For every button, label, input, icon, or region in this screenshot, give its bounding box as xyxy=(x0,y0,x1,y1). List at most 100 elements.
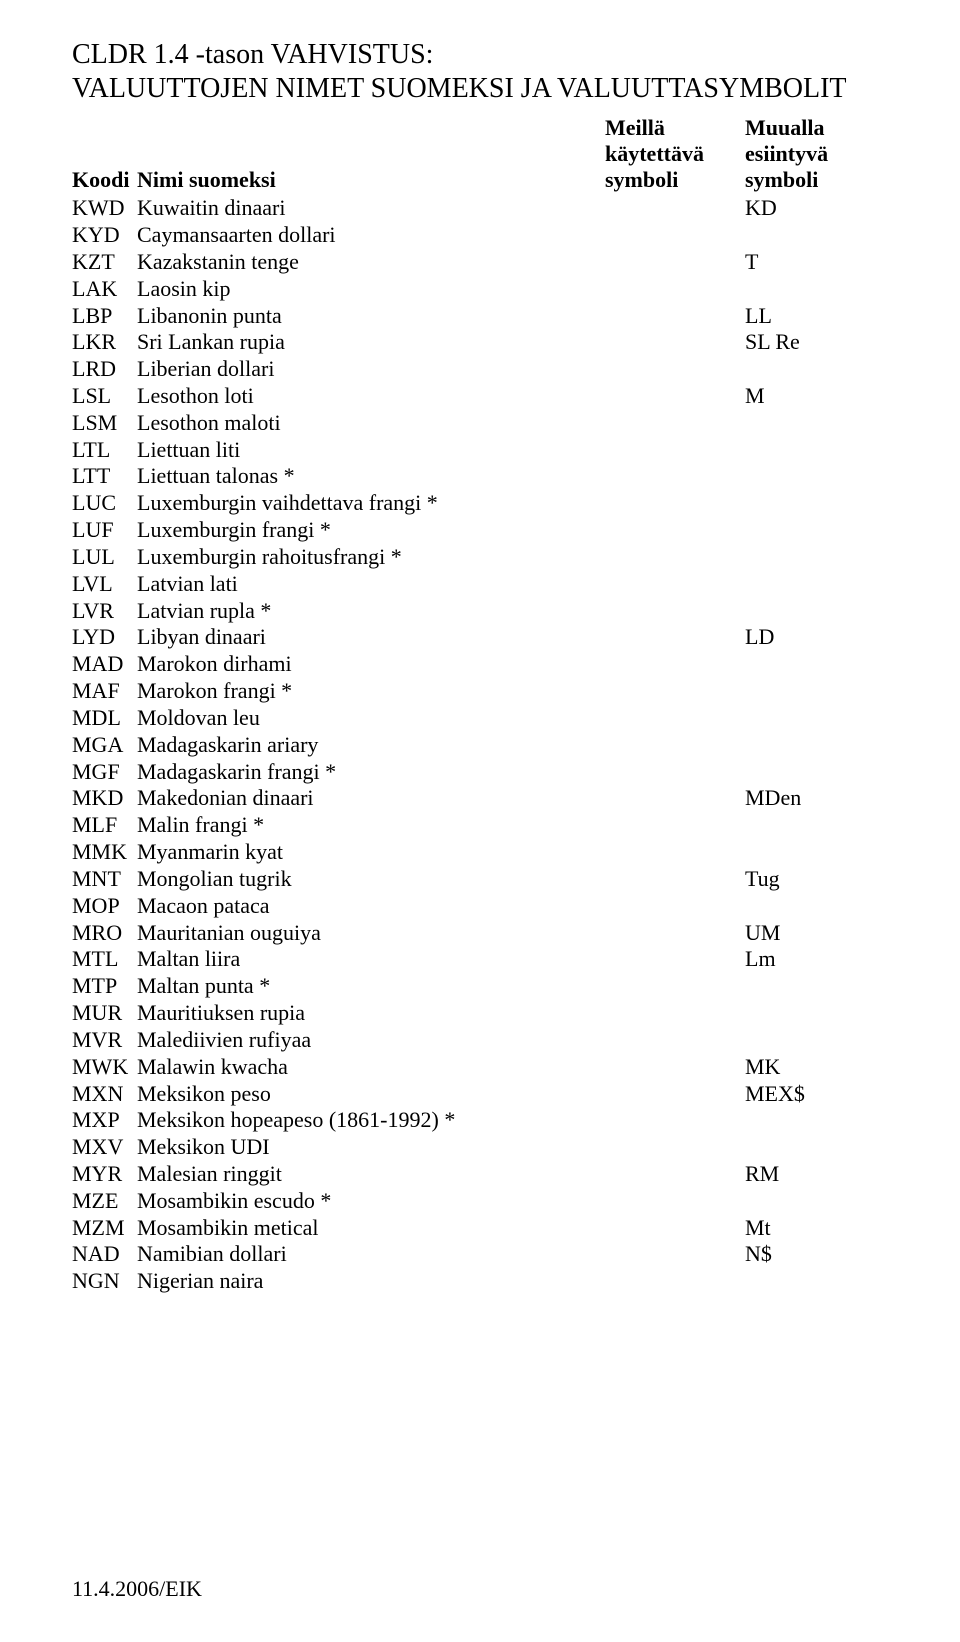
cell-code: KZT xyxy=(72,249,137,276)
row-code-name-group: NADNamibian dollari xyxy=(72,1241,605,1268)
cell-code: MRO xyxy=(72,920,137,947)
cell-code: NGN xyxy=(72,1268,137,1295)
row-code-name-group: MROMauritanian ouguiya xyxy=(72,920,605,947)
row-code-name-group: MADMarokon dirhami xyxy=(72,651,605,678)
cell-name: Malediivien rufiyaa xyxy=(137,1027,605,1054)
cell-sym1 xyxy=(605,222,745,249)
cell-name: Liettuan liti xyxy=(137,437,605,464)
table-row: LULLuxemburgin rahoitusfrangi * xyxy=(72,544,888,571)
cell-sym2: N$ xyxy=(745,1241,885,1268)
row-code-name-group: MZEMosambikin escudo * xyxy=(72,1188,605,1215)
cell-sym1 xyxy=(605,893,745,920)
cell-code: LYD xyxy=(72,624,137,651)
cell-code: MXN xyxy=(72,1081,137,1108)
cell-code: MXV xyxy=(72,1134,137,1161)
cell-sym1 xyxy=(605,732,745,759)
table-row: MROMauritanian ouguiyaUM xyxy=(72,920,888,947)
row-code-name-group: KWDKuwaitin dinaari xyxy=(72,195,605,222)
cell-sym2 xyxy=(745,1188,885,1215)
cell-code: LUF xyxy=(72,517,137,544)
cell-sym2 xyxy=(745,839,885,866)
cell-sym1 xyxy=(605,356,745,383)
cell-code: MZM xyxy=(72,1215,137,1242)
table-row: LTLLiettuan liti xyxy=(72,437,888,464)
cell-name: Maltan punta * xyxy=(137,973,605,1000)
cell-sym1 xyxy=(605,651,745,678)
cell-sym2 xyxy=(745,812,885,839)
row-code-name-group: LUFLuxemburgin frangi * xyxy=(72,517,605,544)
row-code-name-group: LTTLiettuan talonas * xyxy=(72,463,605,490)
cell-name: Mauritiuksen rupia xyxy=(137,1000,605,1027)
row-code-name-group: LULLuxemburgin rahoitusfrangi * xyxy=(72,544,605,571)
header-sym2-cell: Muualla esiintyvä symboli xyxy=(745,115,885,193)
row-code-name-group: MWKMalawin kwacha xyxy=(72,1054,605,1081)
cell-code: MVR xyxy=(72,1027,137,1054)
row-code-name-group: MYRMalesian ringgit xyxy=(72,1161,605,1188)
cell-sym1 xyxy=(605,544,745,571)
cell-code: LTT xyxy=(72,463,137,490)
row-code-name-group: LTLLiettuan liti xyxy=(72,437,605,464)
row-code-name-group: MKDMakedonian dinaari xyxy=(72,785,605,812)
table-row: MYRMalesian ringgitRM xyxy=(72,1161,888,1188)
cell-sym1 xyxy=(605,1134,745,1161)
header-sym2-line1: Muualla xyxy=(745,115,885,141)
cell-name: Maltan liira xyxy=(137,946,605,973)
cell-name: Makedonian dinaari xyxy=(137,785,605,812)
row-code-name-group: LYDLibyan dinaari xyxy=(72,624,605,651)
cell-name: Meksikon hopeapeso (1861-1992) * xyxy=(137,1107,605,1134)
cell-code: LAK xyxy=(72,276,137,303)
cell-sym1 xyxy=(605,624,745,651)
table-row: LKRSri Lankan rupiaSL Re xyxy=(72,329,888,356)
row-code-name-group: MTLMaltan liira xyxy=(72,946,605,973)
cell-code: MUR xyxy=(72,1000,137,1027)
cell-sym1 xyxy=(605,463,745,490)
row-code-name-group: MXPMeksikon hopeapeso (1861-1992) * xyxy=(72,1107,605,1134)
row-code-name-group: LAKLaosin kip xyxy=(72,276,605,303)
cell-name: Malin frangi * xyxy=(137,812,605,839)
cell-name: Liberian dollari xyxy=(137,356,605,383)
cell-code: LVR xyxy=(72,598,137,625)
document-page: CLDR 1.4 -tason VAHVISTUS: VALUUTTOJEN N… xyxy=(0,0,960,1642)
cell-name: Sri Lankan rupia xyxy=(137,329,605,356)
row-code-name-group: MMKMyanmarin kyat xyxy=(72,839,605,866)
cell-sym2 xyxy=(745,598,885,625)
cell-name: Kazakstanin tenge xyxy=(137,249,605,276)
cell-sym2: Mt xyxy=(745,1215,885,1242)
cell-sym1 xyxy=(605,437,745,464)
row-code-name-group: LKRSri Lankan rupia xyxy=(72,329,605,356)
cell-sym1 xyxy=(605,249,745,276)
header-code-cell: Koodi xyxy=(72,167,137,193)
row-code-name-group: LRDLiberian dollari xyxy=(72,356,605,383)
table-row: MZEMosambikin escudo * xyxy=(72,1188,888,1215)
cell-name: Luxemburgin frangi * xyxy=(137,517,605,544)
cell-sym2 xyxy=(745,410,885,437)
cell-sym1 xyxy=(605,571,745,598)
table-row: KYDCaymansaarten dollari xyxy=(72,222,888,249)
row-code-name-group: KYDCaymansaarten dollari xyxy=(72,222,605,249)
cell-sym1 xyxy=(605,383,745,410)
cell-code: MGF xyxy=(72,759,137,786)
cell-name: Libanonin punta xyxy=(137,303,605,330)
cell-code: LSM xyxy=(72,410,137,437)
table-row: MXPMeksikon hopeapeso (1861-1992) * xyxy=(72,1107,888,1134)
cell-sym2 xyxy=(745,973,885,1000)
row-code-name-group: MGAMadagaskarin ariary xyxy=(72,732,605,759)
cell-sym2: Lm xyxy=(745,946,885,973)
cell-code: MNT xyxy=(72,866,137,893)
cell-sym1 xyxy=(605,973,745,1000)
cell-name: Meksikon peso xyxy=(137,1081,605,1108)
cell-code: MOP xyxy=(72,893,137,920)
cell-code: LTL xyxy=(72,437,137,464)
row-code-name-group: MVRMalediivien rufiyaa xyxy=(72,1027,605,1054)
row-code-name-group: LUCLuxemburgin vaihdettava frangi * xyxy=(72,490,605,517)
cell-code: MTP xyxy=(72,973,137,1000)
cell-sym1 xyxy=(605,1027,745,1054)
cell-sym1 xyxy=(605,678,745,705)
cell-code: MDL xyxy=(72,705,137,732)
table-row: MGAMadagaskarin ariary xyxy=(72,732,888,759)
cell-sym1 xyxy=(605,946,745,973)
cell-code: LVL xyxy=(72,571,137,598)
cell-sym1 xyxy=(605,1268,745,1295)
header-sym1-line3: symboli xyxy=(605,167,745,193)
cell-name: Luxemburgin rahoitusfrangi * xyxy=(137,544,605,571)
